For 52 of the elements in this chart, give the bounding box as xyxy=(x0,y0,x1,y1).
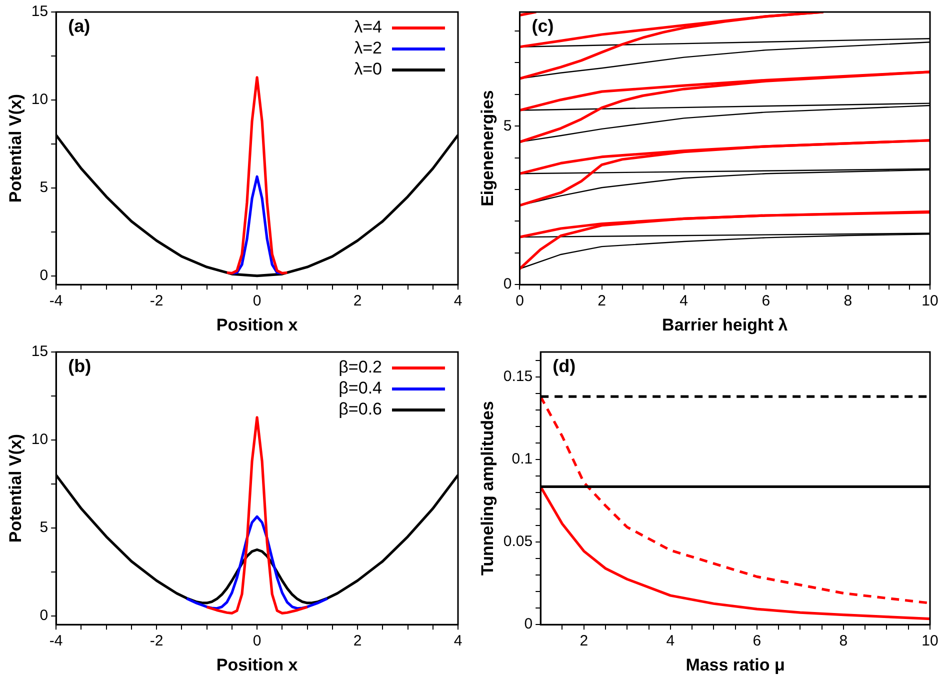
legend-label: β=0.2 xyxy=(338,358,382,377)
x-axis-title: Mass ratio μ xyxy=(686,655,785,674)
y-axis-title: Eigenenergies xyxy=(478,90,497,206)
x-tick-label: 8 xyxy=(839,632,848,650)
y-tick-label: 15 xyxy=(31,3,48,20)
legend-label: β=0.6 xyxy=(338,400,382,419)
x-tick-label: -4 xyxy=(49,632,63,650)
y-axis-title: Potential V(x) xyxy=(6,94,25,203)
x-tick-label: -2 xyxy=(150,632,164,650)
x-tick-label: 10 xyxy=(922,292,938,310)
y-axis-title: Tunneling amplitudes xyxy=(478,401,497,576)
y-axis-title: Potential V(x) xyxy=(6,434,25,543)
x-tick-label: 4 xyxy=(666,632,675,650)
x-axis-title: Position x xyxy=(216,315,298,334)
y-tick-label: 10 xyxy=(31,431,48,448)
legend-label: λ=0 xyxy=(354,60,382,79)
x-tick-label: 2 xyxy=(580,632,588,650)
x-tick-label: 6 xyxy=(752,632,762,650)
legend-label: β=0.4 xyxy=(338,378,382,398)
chart-title: (b) xyxy=(68,356,92,376)
x-axis-title: Position x xyxy=(216,655,298,674)
y-tick-label: 10 xyxy=(31,91,48,108)
chart-title: (d) xyxy=(552,356,576,376)
x-tick-label: 10 xyxy=(922,632,938,650)
y-tick-label: 0 xyxy=(503,276,512,293)
y-tick-label: 15 xyxy=(31,343,48,360)
x-tick-label: 2 xyxy=(598,292,606,310)
y-tick-label: 0.15 xyxy=(503,368,533,385)
x-tick-label: 4 xyxy=(454,292,462,310)
y-tick-label: 0.05 xyxy=(503,533,533,550)
x-tick-label: 4 xyxy=(454,632,462,650)
x-tick-label: 4 xyxy=(680,292,688,310)
x-tick-label: 2 xyxy=(353,292,362,310)
y-tick-label: 5 xyxy=(40,179,48,196)
y-tick-label: 0 xyxy=(40,266,48,284)
y-tick-label: 0 xyxy=(524,616,533,633)
x-tick-label: -4 xyxy=(49,292,63,310)
legend-label: λ=2 xyxy=(354,38,382,58)
x-tick-label: -2 xyxy=(150,292,164,310)
chart-title: (c) xyxy=(532,16,554,36)
legend-label: λ=4 xyxy=(354,18,382,37)
y-tick-label: 0 xyxy=(40,606,48,624)
chart-title: (a) xyxy=(68,16,90,36)
x-tick-label: 8 xyxy=(844,292,852,310)
y-tick-label: 5 xyxy=(40,519,48,536)
y-tick-label: 0.1 xyxy=(512,450,533,468)
y-tick-label: 5 xyxy=(503,117,512,134)
x-tick-label: 6 xyxy=(762,292,770,310)
x-axis-title: Barrier height λ xyxy=(662,315,788,334)
x-tick-label: 2 xyxy=(353,632,362,650)
x-tick-label: 0 xyxy=(252,292,262,310)
x-tick-label: 0 xyxy=(252,632,262,650)
